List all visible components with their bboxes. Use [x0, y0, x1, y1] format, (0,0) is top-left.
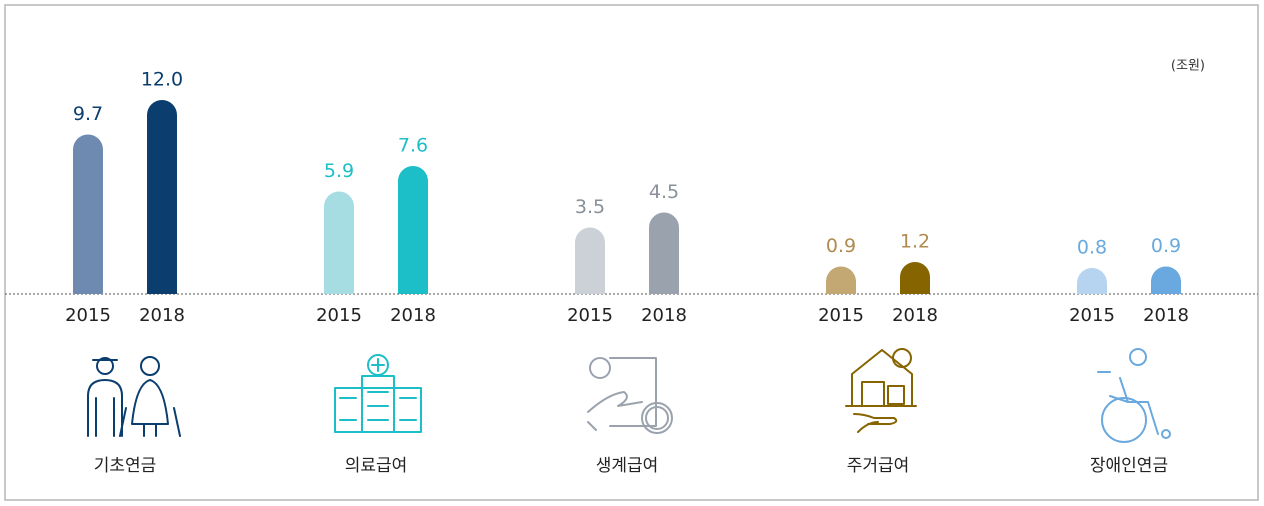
bar [900, 262, 930, 294]
bar [147, 100, 177, 294]
year-label: 2018 [1143, 305, 1189, 326]
bar [826, 266, 856, 294]
value-label: 4.5 [649, 181, 679, 203]
year-label: 2018 [139, 305, 185, 326]
icon-elderly [87, 356, 181, 437]
value-label: 0.9 [1151, 235, 1181, 257]
bar [1151, 266, 1181, 294]
value-label: 0.9 [826, 235, 856, 257]
category-label: 의료급여 [345, 456, 408, 476]
frame [4, 4, 1259, 501]
year-label: 2015 [818, 305, 864, 326]
year-label: 2018 [641, 305, 687, 326]
bar [575, 227, 605, 294]
value-label: 1.2 [900, 231, 930, 253]
value-label: 7.6 [398, 135, 428, 157]
category-label: 주거급여 [847, 456, 910, 476]
value-label: 0.8 [1077, 237, 1107, 259]
category-label: 생계급여 [596, 456, 659, 476]
icon-money [587, 357, 673, 434]
bar [649, 212, 679, 294]
year-label: 2015 [1069, 305, 1115, 326]
bar [73, 134, 103, 294]
value-label: 5.9 [324, 160, 354, 182]
year-label: 2018 [892, 305, 938, 326]
year-label: 2015 [567, 305, 613, 326]
year-label: 2015 [316, 305, 362, 326]
value-label: 12.0 [141, 69, 183, 91]
icon-wheelchair [1097, 348, 1171, 443]
year-label: 2015 [65, 305, 111, 326]
icon-housing [845, 348, 917, 433]
category-label: 장애인연금 [1090, 456, 1168, 476]
bar [324, 191, 354, 294]
bar [1077, 268, 1107, 294]
bar [398, 166, 428, 294]
year-label: 2018 [390, 305, 436, 326]
value-label: 9.7 [73, 103, 103, 125]
category-label: 기초연금 [94, 456, 157, 476]
unit-label: (조원) [1171, 59, 1205, 74]
value-label: 3.5 [575, 196, 605, 218]
icon-hospital [334, 354, 422, 433]
